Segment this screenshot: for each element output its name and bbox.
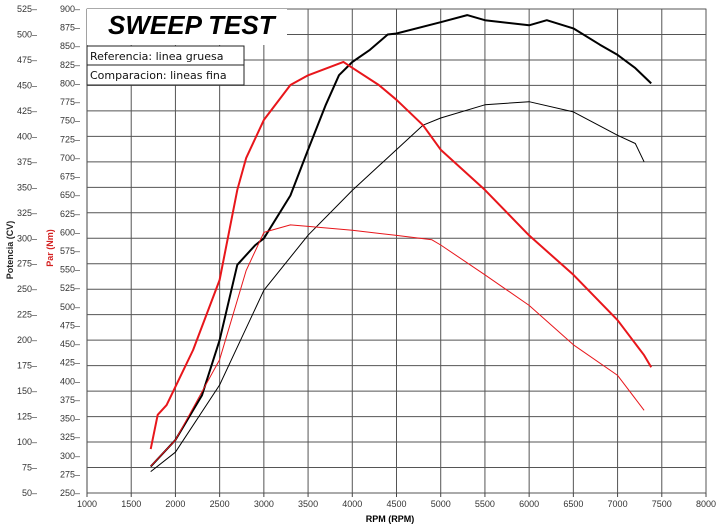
title-box: [87, 9, 287, 45]
torque-tick-label: 450–: [60, 339, 80, 349]
torque-tick-label: 725–: [60, 134, 80, 144]
torque-tick-label: 675–: [60, 172, 80, 182]
torque-tick-label: 400–: [60, 376, 80, 386]
torque-tick-label: 500–: [60, 302, 80, 312]
torque-tick-label: 525–: [60, 283, 80, 293]
torque-axis-ticks: 900– 875– 850– 825– 800– 775– 750– 725– 700– 675–…: [60, 4, 80, 498]
power-tick-label: 300–: [17, 233, 37, 243]
x-tick-label: 6000: [519, 499, 539, 509]
torque-tick-label: 550–: [60, 265, 80, 275]
x-tick-label: 6500: [563, 499, 583, 509]
power-tick-label: 275–: [17, 259, 37, 269]
power-tick-label: 525–: [17, 4, 37, 14]
power-tick-label: 200–: [17, 335, 37, 345]
power-tick-label: 350–: [17, 182, 37, 192]
power-tick-label: 500–: [17, 29, 37, 39]
power-tick-label: 150–: [17, 386, 37, 396]
legend: Referencia: linea gruesa Comparacion: li…: [86, 45, 245, 86]
x-tick-label: 1500: [121, 499, 141, 509]
torque-tick-label: 250–: [60, 488, 80, 498]
series-torque-reference: [149, 60, 653, 450]
torque-tick-label: 875–: [60, 23, 80, 33]
series-group: [149, 14, 653, 472]
power-tick-label: 325–: [17, 208, 37, 218]
torque-tick-label: 650–: [60, 190, 80, 200]
x-tick-label: 5000: [431, 499, 451, 509]
power-tick-label: 125–: [17, 412, 37, 422]
torque-tick-label: 425–: [60, 358, 80, 368]
power-tick-label: 475–: [17, 55, 37, 65]
x-tick-label: 4000: [342, 499, 362, 509]
chart-title: SWEEP TEST: [108, 10, 277, 40]
series-power-reference: [149, 14, 652, 468]
x-tick-label: 4500: [386, 499, 406, 509]
x-tick-label: 7500: [652, 499, 672, 509]
x-tick-label: 2500: [210, 499, 230, 509]
torque-tick-label: 300–: [60, 451, 80, 461]
x-tick-label: 3000: [254, 499, 274, 509]
torque-tick-label: 350–: [60, 414, 80, 424]
torque-tick-label: 800–: [60, 78, 80, 88]
power-tick-label: 375–: [17, 157, 37, 167]
torque-axis-label: Par (Nm): [45, 229, 55, 267]
x-tick-label: 3500: [298, 499, 318, 509]
power-tick-label: 75–: [22, 463, 37, 473]
torque-tick-label: 750–: [60, 116, 80, 126]
power-axis-label: Potencia (CV): [5, 221, 15, 280]
torque-tick-label: 600–: [60, 227, 80, 237]
torque-tick-label: 775–: [60, 97, 80, 107]
legend-reference: Referencia: linea gruesa: [90, 50, 223, 63]
torque-tick-label: 275–: [60, 469, 80, 479]
x-tick-label: 1000: [77, 499, 97, 509]
power-tick-label: 50–: [22, 488, 37, 498]
power-tick-label: 400–: [17, 131, 37, 141]
x-tick-label: 2000: [165, 499, 185, 509]
torque-tick-label: 325–: [60, 432, 80, 442]
torque-tick-label: 375–: [60, 395, 80, 405]
torque-tick-label: 850–: [60, 41, 80, 51]
power-tick-label: 250–: [17, 284, 37, 294]
power-tick-label: 175–: [17, 361, 37, 371]
x-tick-label: 8000: [696, 499, 716, 509]
power-tick-label: 100–: [17, 437, 37, 447]
x-tick-label: 5500: [475, 499, 495, 509]
power-tick-label: 450–: [17, 80, 37, 90]
torque-tick-label: 475–: [60, 320, 80, 330]
torque-tick-label: 625–: [60, 209, 80, 219]
power-tick-label: 425–: [17, 106, 37, 116]
x-axis-label: RPM (RPM): [366, 514, 415, 524]
x-axis-ticks: 1000 1500 2000 2500 3000 3500 4000 4500 5000 5500…: [77, 493, 716, 509]
torque-tick-label: 575–: [60, 246, 80, 256]
power-tick-label: 225–: [17, 310, 37, 320]
x-tick-label: 7000: [608, 499, 628, 509]
power-axis-ticks: 525– 500– 475– 450– 425– 400– 375– 350– 325– 300–…: [17, 4, 37, 498]
torque-tick-label: 700–: [60, 153, 80, 163]
legend-comparison: Comparacion: lineas fina: [90, 69, 227, 82]
torque-tick-label: 825–: [60, 60, 80, 70]
torque-tick-label: 900–: [60, 4, 80, 14]
series-torque-comparison: [150, 224, 645, 467]
